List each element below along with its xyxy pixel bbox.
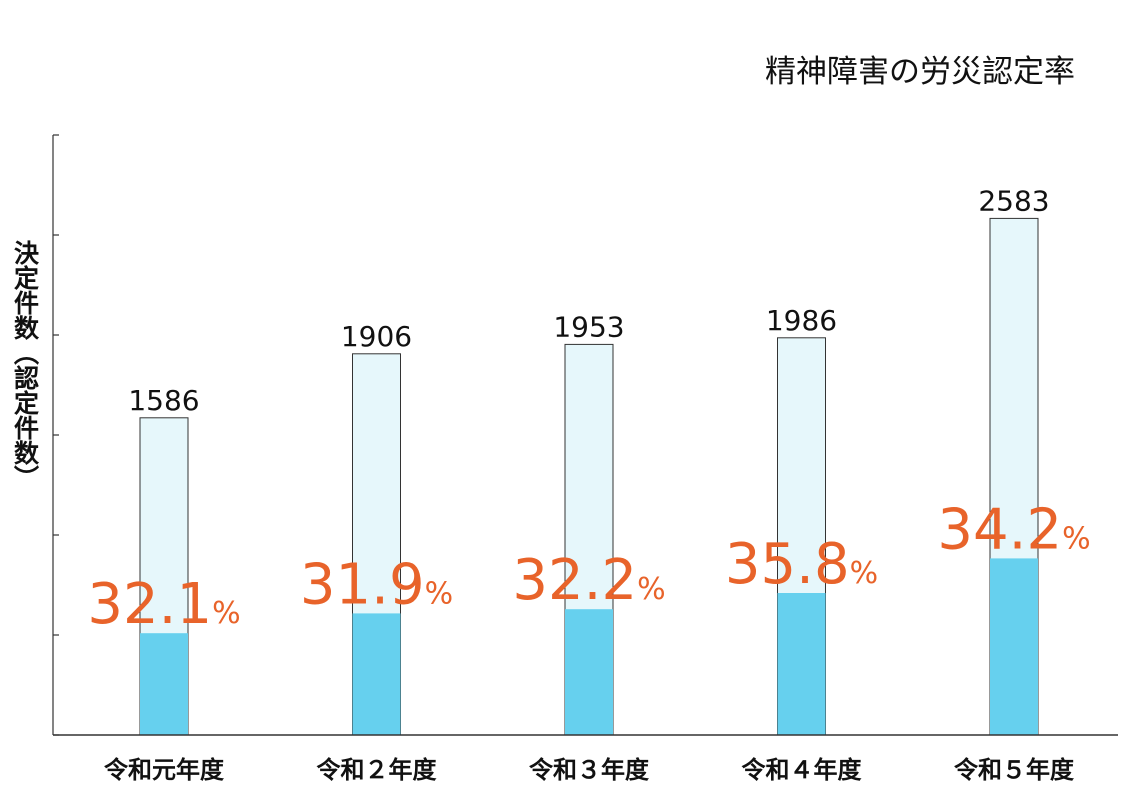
count-label: 1586 xyxy=(128,384,199,417)
recognized-bar xyxy=(352,613,401,735)
chart-title: 精神障害の労災認定率 xyxy=(765,54,1075,90)
rate-label: 32.1% xyxy=(87,572,240,637)
x-tick-label: 令和元年度 xyxy=(104,756,225,784)
y-axis-label: 決定件数（認定件数） xyxy=(11,240,40,490)
x-tick-label: 令和２年度 xyxy=(317,756,438,784)
count-label: 2583 xyxy=(978,184,1049,217)
x-tick-label: 令和３年度 xyxy=(529,756,650,784)
x-tick-label: 令和５年度 xyxy=(954,756,1075,784)
recognized-bar xyxy=(990,558,1038,735)
count-label: 1953 xyxy=(553,310,624,343)
rate-label: 35.8% xyxy=(725,532,878,597)
count-label: 1986 xyxy=(766,304,837,337)
x-tick-label: 令和４年度 xyxy=(742,756,863,784)
recognized-bar xyxy=(140,633,188,735)
recognized-bar xyxy=(565,609,613,735)
count-label: 1906 xyxy=(341,320,412,353)
rate-label: 32.2% xyxy=(512,548,665,613)
rate-label: 31.9% xyxy=(300,552,453,617)
recognized-bar xyxy=(777,593,826,735)
rate-label: 34.2% xyxy=(937,497,1090,562)
